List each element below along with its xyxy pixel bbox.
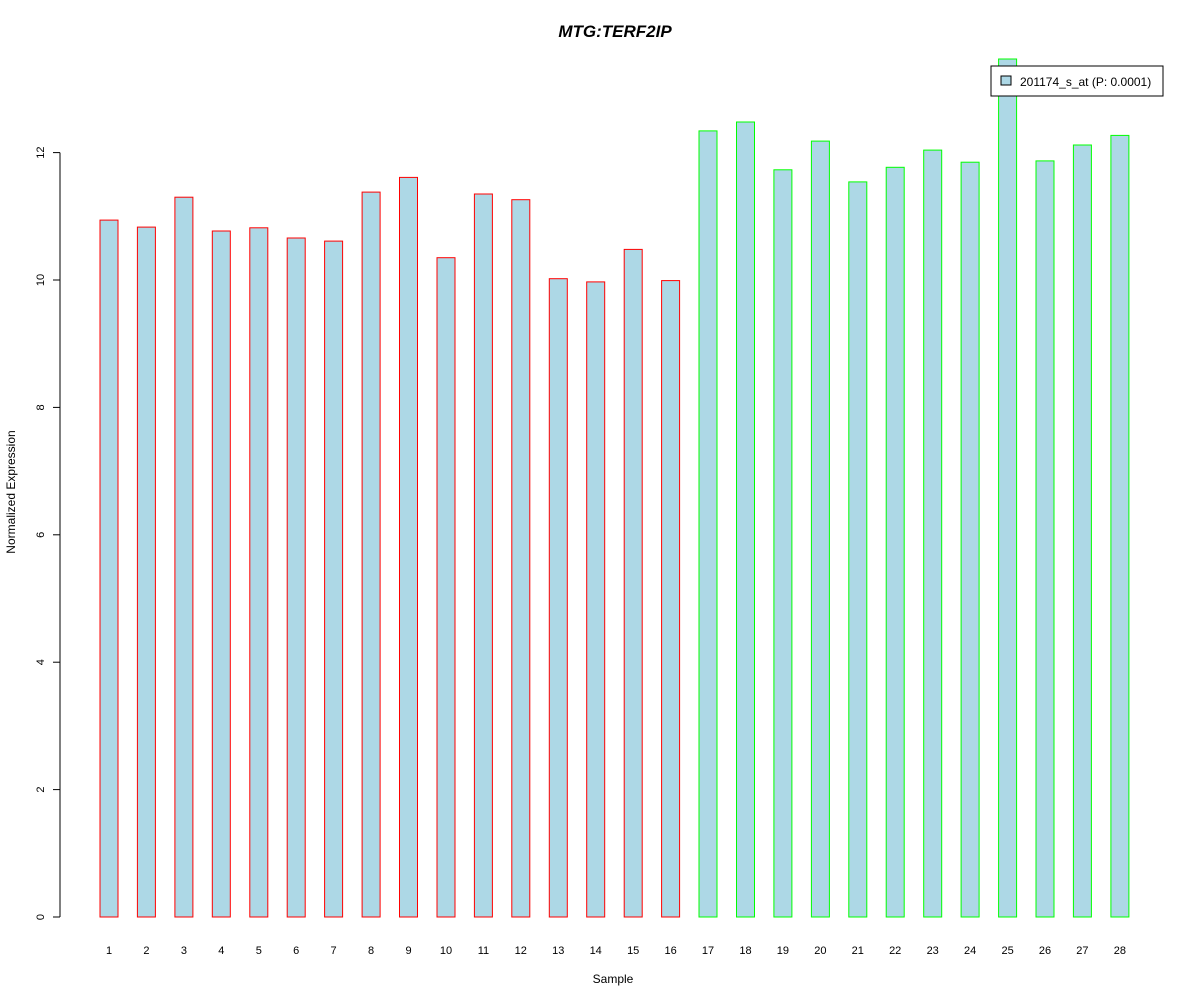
bar-sample-15 (623, 248, 643, 918)
x-tick-label: 11 (478, 945, 489, 957)
x-tick-label: 8 (368, 945, 374, 957)
y-axis: 0 2 4 6 8 10 12 (35, 146, 61, 920)
x-tick-label: 13 (552, 945, 564, 957)
x-tick-label: 4 (218, 945, 224, 957)
x-tick-label: 18 (739, 945, 751, 957)
x-tick-label: 23 (927, 945, 939, 957)
bar-sample-8 (361, 191, 381, 918)
x-tick-label: 19 (777, 945, 789, 957)
x-tick-label: 21 (852, 945, 864, 957)
legend: 201174_s_at (P: 0.0001) (990, 65, 1164, 97)
y-tick-label: 10 (35, 274, 47, 286)
x-tick-label: 14 (590, 945, 602, 957)
bar-sample-20 (810, 140, 830, 918)
bars-group (99, 58, 1130, 918)
legend-box (990, 65, 1164, 97)
y-axis-label: Normalized Expression (4, 430, 18, 553)
bar-sample-16 (661, 280, 681, 918)
bar-sample-25 (998, 58, 1018, 918)
y-tick-label: 6 (35, 532, 47, 538)
bar-sample-3 (174, 196, 194, 918)
x-tick-label: 6 (293, 945, 299, 957)
chart-title: MTG:TERF2IP (558, 22, 672, 41)
bar-sample-1 (99, 219, 119, 918)
x-tick-label: 3 (181, 945, 187, 957)
y-tick-label: 4 (35, 659, 47, 665)
bar-sample-26 (1035, 160, 1055, 918)
x-tick-label: 2 (143, 945, 149, 957)
x-tick-labels: 1 2 3 4 5 6 7 8 9 10 11 12 13 14 15 16 17 18 19 20 21 22 23 24 2… (106, 945, 1126, 957)
x-tick-label: 27 (1076, 945, 1088, 957)
x-tick-label: 22 (889, 945, 901, 957)
x-tick-label: 16 (664, 945, 676, 957)
bar-sample-10 (436, 257, 456, 918)
x-tick-label: 1 (106, 945, 112, 957)
x-tick-label: 12 (515, 945, 527, 957)
bar-sample-4 (211, 230, 231, 918)
x-tick-label: 9 (405, 945, 411, 957)
x-tick-label: 5 (256, 945, 262, 957)
bar-sample-23 (923, 149, 943, 918)
y-tick-label: 12 (35, 146, 47, 158)
bar-sample-22 (885, 166, 905, 918)
bar-sample-24 (960, 161, 980, 918)
y-tick-label: 8 (35, 404, 47, 410)
x-tick-label: 10 (440, 945, 452, 957)
bar-sample-11 (473, 193, 493, 918)
y-tick-label: 2 (35, 787, 47, 793)
bar-sample-28 (1110, 134, 1130, 918)
x-tick-label: 7 (331, 945, 337, 957)
y-tick-label: 0 (35, 914, 47, 920)
x-tick-label: 25 (1001, 945, 1013, 957)
x-tick-label: 28 (1114, 945, 1126, 957)
bar-sample-2 (136, 226, 156, 918)
legend-entry: 201174_s_at (P: 0.0001) (1020, 75, 1151, 89)
x-tick-label: 15 (627, 945, 639, 957)
bar-sample-21 (848, 181, 868, 918)
x-tick-label: 24 (964, 945, 976, 957)
x-tick-label: 20 (814, 945, 826, 957)
legend-swatch (1000, 75, 1012, 86)
bar-sample-9 (399, 176, 418, 918)
x-tick-label: 26 (1039, 945, 1051, 957)
bar-sample-14 (586, 281, 606, 918)
bar-sample-5 (249, 227, 269, 918)
x-tick-label: 17 (702, 945, 714, 957)
bar-sample-17 (698, 130, 718, 918)
bar-sample-6 (286, 237, 306, 918)
bar-sample-7 (324, 240, 344, 918)
bar-sample-19 (773, 169, 793, 918)
x-axis-label: Sample (593, 972, 634, 986)
bar-sample-18 (736, 121, 755, 918)
bar-sample-27 (1072, 144, 1092, 918)
bar-sample-13 (548, 278, 568, 918)
bar-sample-12 (511, 199, 531, 918)
